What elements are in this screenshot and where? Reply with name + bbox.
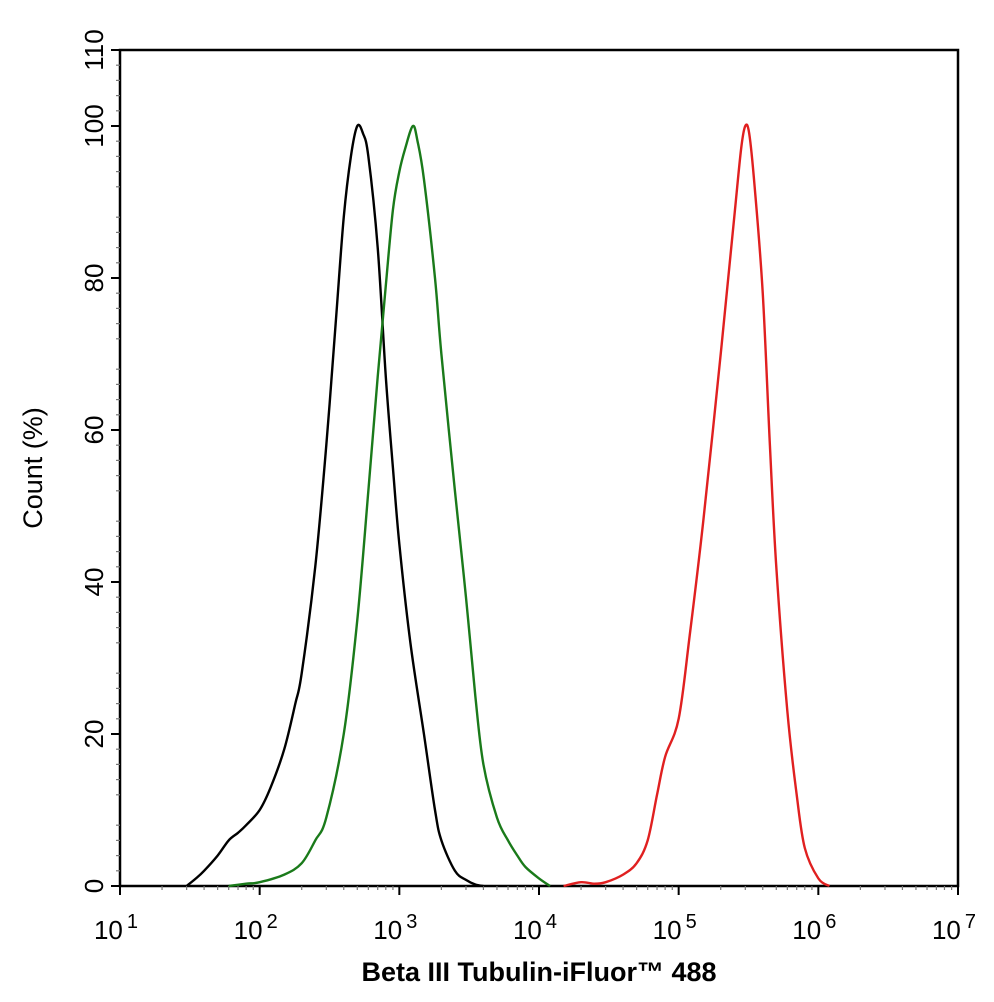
x-tick-base: 10 (932, 915, 961, 945)
x-tick-base: 10 (792, 915, 821, 945)
x-tick-exponent: 3 (406, 911, 417, 933)
x-tick-label: 10 2 (234, 911, 278, 945)
x-tick-exponent: 4 (546, 911, 557, 933)
x-tick-label: 10 7 (932, 911, 976, 945)
series-line-green (228, 124, 551, 888)
minor-ticks (116, 64, 953, 890)
x-tick-label: 10 1 (94, 911, 138, 945)
x-tick-base: 10 (653, 915, 682, 945)
x-tick-label: 10 3 (373, 911, 417, 945)
y-tick-label: 100 (79, 104, 109, 147)
x-tick-exponent: 7 (965, 911, 976, 933)
x-tick-labels: 10 1 10 2 10 3 10 4 10 5 10 6 10 7 (94, 911, 976, 945)
series-line-black (185, 123, 484, 888)
x-tick-exponent: 1 (127, 911, 138, 933)
series-layer (185, 123, 831, 888)
x-tick-label: 10 5 (653, 911, 697, 945)
x-tick-exponent: 5 (686, 911, 697, 933)
x-tick-exponent: 6 (825, 911, 836, 933)
y-axis-title: Count (%) (18, 407, 48, 529)
plot-frame (118, 48, 960, 888)
x-tick-label: 10 6 (792, 911, 836, 945)
x-tick-base: 10 (513, 915, 542, 945)
y-tick-label: 40 (79, 568, 109, 597)
x-axis-title: Beta III Tubulin-iFluor™ 488 (361, 957, 716, 987)
y-tick-label: 110 (79, 29, 109, 70)
y-tick-labels: 0 20 40 60 80 100 110 (79, 29, 109, 893)
y-tick-label: 20 (79, 720, 109, 749)
x-tick-base: 10 (94, 915, 123, 945)
x-tick-base: 10 (373, 915, 402, 945)
series-line-red (563, 123, 831, 888)
major-ticks (111, 49, 959, 895)
x-tick-exponent: 2 (267, 911, 278, 933)
x-tick-label: 10 4 (513, 911, 557, 945)
y-tick-label: 0 (79, 879, 109, 893)
y-tick-label: 60 (79, 416, 109, 445)
y-tick-label: 80 (79, 264, 109, 293)
x-tick-base: 10 (234, 915, 263, 945)
